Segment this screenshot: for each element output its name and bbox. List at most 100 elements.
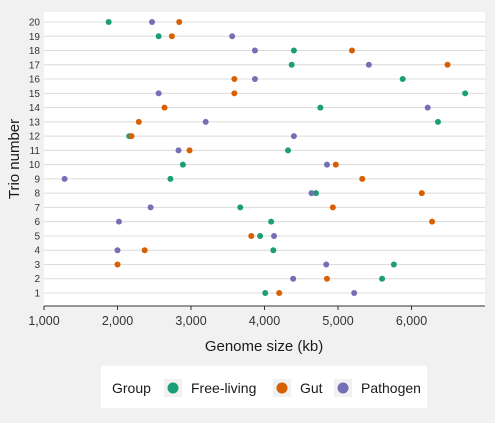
point-pathogen-trio-1 — [351, 290, 358, 296]
legend: Group Free-living Gut Pathogen — [101, 366, 427, 408]
legend-marker-gut — [276, 382, 288, 394]
y-tick-label-15: 15 — [29, 89, 41, 100]
legend-label-free-living: Free-living — [191, 380, 256, 396]
point-pathogen-trio-3 — [323, 261, 330, 268]
point-gut-trio-18 — [348, 47, 355, 54]
point-free-living-trio-15 — [462, 90, 469, 97]
point-free-living-trio-13 — [434, 118, 441, 125]
point-gut-trio-10 — [332, 161, 339, 168]
point-free-living-trio-9 — [167, 175, 174, 182]
point-pathogen-trio-10 — [323, 161, 330, 168]
point-free-living-trio-6 — [268, 218, 275, 225]
point-pathogen-trio-5 — [271, 232, 278, 239]
point-gut-trio-4 — [141, 247, 148, 254]
point-gut-trio-5 — [248, 232, 255, 239]
y-tick-label-16: 16 — [29, 75, 41, 86]
point-gut-trio-7 — [329, 204, 336, 211]
legend-items: Free-living Gut Pathogen — [164, 379, 421, 397]
y-axis-title: Trio number — [6, 119, 23, 199]
point-gut-trio-20 — [176, 19, 183, 25]
point-free-living-trio-11 — [285, 147, 292, 154]
point-gut-trio-19 — [168, 33, 175, 40]
point-gut-trio-16 — [231, 76, 238, 83]
point-free-living-trio-16 — [399, 76, 406, 83]
point-gut-trio-11 — [186, 147, 193, 154]
point-free-living-trio-5 — [257, 232, 264, 239]
point-gut-trio-15 — [231, 90, 238, 97]
y-tick-label-12: 12 — [29, 132, 41, 143]
legend-box — [101, 366, 427, 408]
y-tick-label-3: 3 — [34, 260, 40, 271]
point-pathogen-trio-8 — [308, 190, 315, 197]
data-points — [61, 19, 469, 296]
y-tick-label-20: 20 — [29, 18, 41, 29]
point-pathogen-trio-6 — [115, 218, 122, 225]
y-tick-label-13: 13 — [29, 117, 41, 128]
y-tick-label-6: 6 — [34, 217, 40, 228]
x-tick-label-1000: 1,000 — [28, 314, 59, 328]
y-tick-label-17: 17 — [29, 60, 41, 71]
x-tick-label-5000: 5,000 — [322, 314, 353, 328]
point-pathogen-trio-11 — [175, 147, 182, 154]
point-pathogen-trio-12 — [290, 133, 297, 140]
y-tick-label-11: 11 — [30, 146, 41, 157]
x-tick-label-3000: 3,000 — [175, 314, 206, 328]
y-tick-label-2: 2 — [34, 274, 40, 285]
point-pathogen-trio-18 — [251, 47, 258, 54]
legend-title: Group — [112, 380, 151, 396]
point-gut-trio-13 — [135, 118, 142, 125]
point-gut-trio-14 — [161, 104, 168, 111]
y-tick-label-1: 1 — [34, 289, 40, 300]
point-pathogen-trio-7 — [147, 204, 154, 211]
point-gut-trio-3 — [114, 261, 121, 268]
point-free-living-trio-20 — [105, 19, 112, 25]
y-tick-label-7: 7 — [34, 203, 40, 214]
x-tick-label-4000: 4,000 — [249, 314, 280, 328]
point-free-living-trio-14 — [317, 104, 324, 111]
y-tick-label-4: 4 — [34, 246, 40, 257]
point-free-living-trio-10 — [179, 161, 186, 168]
legend-label-pathogen: Pathogen — [361, 380, 421, 396]
point-gut-trio-17 — [444, 61, 451, 68]
point-free-living-trio-19 — [155, 33, 162, 40]
point-free-living-trio-2 — [379, 275, 386, 282]
point-gut-trio-9 — [359, 175, 366, 182]
point-pathogen-trio-2 — [290, 275, 297, 282]
point-pathogen-trio-13 — [202, 118, 209, 125]
y-tick-label-9: 9 — [34, 174, 40, 185]
point-pathogen-trio-15 — [155, 90, 162, 97]
point-pathogen-trio-4 — [114, 247, 121, 254]
legend-marker-free-living — [167, 382, 179, 394]
point-free-living-trio-4 — [270, 247, 277, 254]
point-gut-trio-1 — [276, 290, 283, 296]
x-tick-label-2000: 2,000 — [102, 314, 133, 328]
point-free-living-trio-8 — [312, 190, 319, 197]
point-pathogen-trio-17 — [365, 61, 372, 68]
legend-label-gut: Gut — [300, 380, 323, 396]
legend-marker-pathogen — [337, 382, 349, 394]
y-tick-label-18: 18 — [29, 46, 41, 57]
point-gut-trio-8 — [418, 190, 425, 197]
y-tick-label-5: 5 — [34, 231, 40, 242]
x-axis-title: Genome size (kb) — [205, 338, 323, 355]
x-tick-label-6000: 6,000 — [396, 314, 427, 328]
point-free-living-trio-3 — [390, 261, 397, 268]
point-pathogen-trio-16 — [251, 76, 258, 83]
y-tick-label-10: 10 — [29, 160, 41, 171]
point-free-living-trio-18 — [290, 47, 297, 54]
point-gut-trio-2 — [323, 275, 330, 282]
y-tick-label-8: 8 — [34, 189, 40, 200]
point-free-living-trio-1 — [262, 290, 269, 296]
y-tick-label-14: 14 — [29, 103, 41, 114]
point-pathogen-trio-19 — [229, 33, 236, 40]
y-tick-label-19: 19 — [29, 32, 41, 43]
point-gut-trio-6 — [429, 218, 436, 225]
plot-panel — [44, 12, 485, 306]
point-free-living-trio-17 — [288, 61, 295, 68]
point-free-living-trio-7 — [237, 204, 244, 211]
point-pathogen-trio-14 — [424, 104, 431, 111]
point-pathogen-trio-9 — [61, 175, 68, 182]
